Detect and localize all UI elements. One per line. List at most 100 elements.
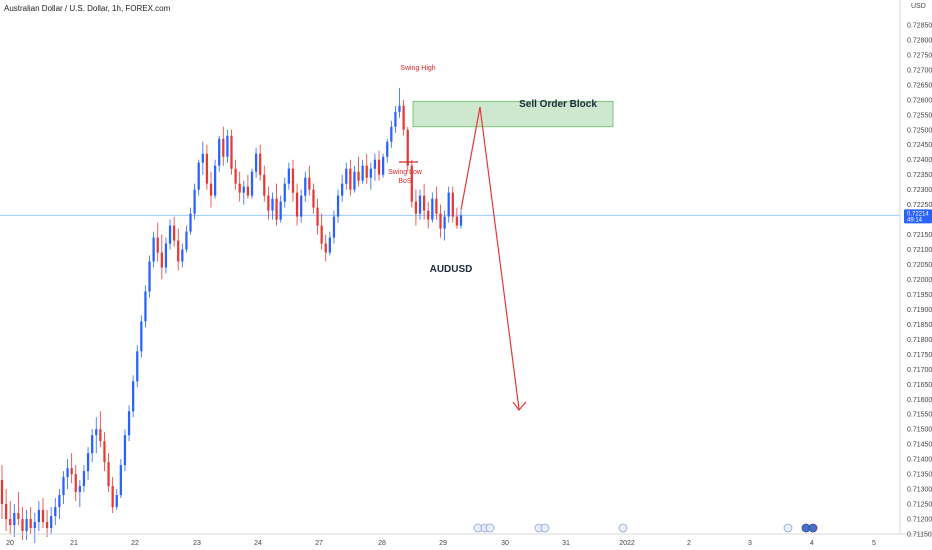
candle-body <box>287 168 291 184</box>
price-tick-label: 0.71150 <box>907 532 932 539</box>
candle-body <box>4 504 8 520</box>
candle-body <box>283 183 286 202</box>
candle-body <box>361 165 364 181</box>
candle-body <box>455 216 459 226</box>
time-tick-label: 31 <box>562 540 570 547</box>
candle-body <box>78 486 81 493</box>
candle-body <box>33 522 36 529</box>
us-flag-icon[interactable] <box>485 523 495 533</box>
candle-body <box>21 519 24 532</box>
price-tick-label: 0.72450 <box>907 142 932 149</box>
candle-body <box>82 471 86 487</box>
price-tick-label: 0.71950 <box>907 292 932 299</box>
price-tick-label: 0.72500 <box>907 127 932 134</box>
candle-body <box>193 189 196 214</box>
price-tick-label: 0.72000 <box>907 277 932 284</box>
price-tick-label: 0.72300 <box>907 187 932 194</box>
price-tick-label: 0.72700 <box>907 67 932 74</box>
candle-body <box>132 381 135 412</box>
price-tick-label: 0.71300 <box>907 487 932 494</box>
price-tick-label: 0.71200 <box>907 517 932 524</box>
candle-body <box>197 162 200 190</box>
candle-body <box>312 189 315 208</box>
candle-body <box>267 195 270 211</box>
current-price-countdown: 49:14 <box>907 217 923 223</box>
sell-order-block-zone[interactable] <box>412 100 614 128</box>
candle-body <box>259 153 262 175</box>
candle-body <box>45 522 49 529</box>
price-axis-unit: USD <box>911 3 926 10</box>
candle-body <box>201 153 204 163</box>
time-tick-label: 28 <box>378 540 386 547</box>
candle-body <box>213 165 217 196</box>
candle-body <box>0 480 4 505</box>
time-tick-label: 22 <box>131 540 139 547</box>
price-tick-label: 0.71400 <box>907 457 932 464</box>
candle-body <box>152 237 155 262</box>
candle-body <box>422 195 426 211</box>
candle-body <box>185 231 188 250</box>
us-flag-icon[interactable] <box>540 523 550 533</box>
candle-body <box>17 513 20 520</box>
candle-body <box>402 105 405 130</box>
time-tick-label: 2022 <box>619 540 635 547</box>
candle-body <box>390 126 393 142</box>
candle-body <box>144 291 147 322</box>
price-tick-label: 0.71900 <box>907 307 932 314</box>
candle-body <box>300 195 303 217</box>
candle-body <box>91 435 94 454</box>
price-tick-label: 0.72850 <box>907 22 932 29</box>
candle-body <box>107 462 110 487</box>
candle-body <box>250 171 254 196</box>
candle-body <box>230 135 233 169</box>
us-flag-icon[interactable] <box>783 523 793 533</box>
candle-body <box>58 495 61 508</box>
candle-body <box>136 351 139 382</box>
candle-body <box>357 171 360 181</box>
price-tick-label: 0.72350 <box>907 172 932 179</box>
candle-body <box>398 105 401 112</box>
candle-body <box>54 507 57 517</box>
candle-body <box>111 486 114 508</box>
swing-high-label: Swing High <box>400 65 436 72</box>
price-tick-label: 0.72100 <box>907 247 932 254</box>
us-flag-icon[interactable] <box>618 523 628 533</box>
candle-body <box>279 201 282 220</box>
price-tick-label: 0.71800 <box>907 337 932 344</box>
candle-body <box>316 207 319 226</box>
candle-body <box>406 129 409 166</box>
time-axis[interactable]: 20 21 22 23 24 27 28 29 30 31 2022 2 3 4 5 <box>6 540 876 547</box>
candle-body <box>369 168 372 178</box>
time-tick-label: 5 <box>872 540 876 547</box>
projection-arrowhead <box>512 401 527 411</box>
candle-body <box>345 168 348 184</box>
time-tick-label: 21 <box>70 540 78 547</box>
event-icons <box>473 523 818 533</box>
au-flag-icon[interactable] <box>808 523 818 533</box>
candle-body <box>86 453 90 472</box>
time-tick-label: 27 <box>315 540 323 547</box>
candle-body <box>349 168 352 190</box>
candle-body <box>414 201 418 214</box>
time-tick-label: 2 <box>687 540 691 547</box>
candle-body <box>115 495 118 508</box>
candle-body <box>435 198 438 214</box>
candle-body <box>447 192 450 217</box>
price-tick-label: 0.72600 <box>907 97 932 104</box>
price-tick-label: 0.72250 <box>907 202 932 209</box>
candle-body <box>70 468 73 475</box>
candle-body <box>140 321 143 352</box>
price-tick-label: 0.71450 <box>907 442 932 449</box>
price-tick-label: 0.72550 <box>907 112 932 119</box>
candle-body <box>37 510 41 523</box>
candle-body <box>29 519 32 529</box>
candle-body <box>365 165 368 178</box>
candle-body <box>172 225 176 241</box>
price-axis[interactable]: 0.72850 0.72800 0.72750 0.72700 0.72650 0.726… <box>907 22 932 538</box>
candle-body <box>119 465 122 496</box>
price-tick-label: 0.71500 <box>907 427 932 434</box>
candle-body <box>9 519 12 526</box>
candle-body <box>410 165 413 202</box>
candle-body <box>324 243 327 253</box>
